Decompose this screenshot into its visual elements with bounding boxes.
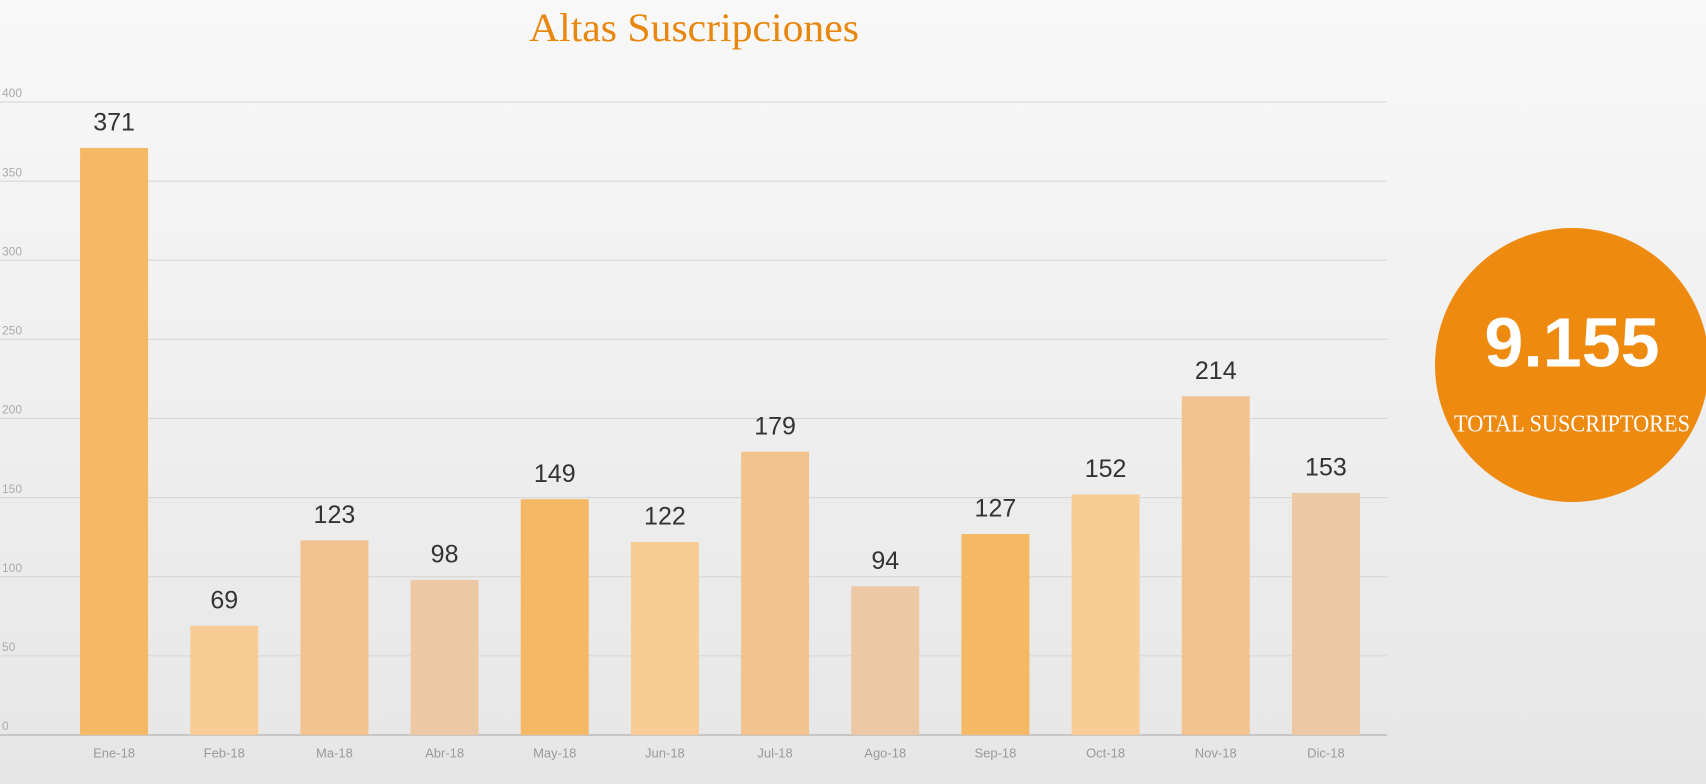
bar [300, 540, 369, 735]
bar [851, 586, 920, 735]
x-tick-label: Nov-18 [1195, 745, 1237, 760]
x-tick-label: Jul-18 [757, 745, 792, 760]
value-label: 69 [210, 586, 238, 614]
x-tick-label: Ene-18 [93, 745, 135, 760]
value-label: 152 [1085, 455, 1127, 483]
bar [410, 579, 479, 735]
value-label: 123 [314, 501, 356, 529]
value-label: 122 [644, 503, 686, 531]
bar [961, 534, 1030, 735]
value-label: 149 [534, 460, 576, 488]
x-tick-label: Ma-18 [316, 745, 353, 760]
total-value: 9.155 [1484, 303, 1659, 381]
y-tick-label: 300 [2, 244, 22, 258]
x-tick-label: Oct-18 [1086, 745, 1125, 760]
x-tick-label: Feb-18 [204, 745, 245, 760]
y-tick-label: 100 [2, 561, 22, 575]
x-tick-label: Abr-18 [425, 745, 464, 760]
x-tick-label: Dic-18 [1307, 745, 1345, 760]
bar [190, 625, 259, 735]
value-label: 94 [871, 547, 899, 575]
y-tick-label: 350 [2, 165, 22, 179]
x-tick-label: Ago-18 [864, 745, 906, 760]
y-tick-label: 50 [2, 640, 16, 654]
bar [1291, 492, 1360, 735]
value-label: 98 [431, 541, 459, 569]
bar [1071, 494, 1140, 735]
bar [80, 147, 149, 735]
value-label: 371 [93, 109, 135, 137]
x-tick-label: Sep-18 [974, 745, 1016, 760]
y-tick-label: 250 [2, 324, 22, 338]
bar [1181, 396, 1250, 735]
value-label: 153 [1305, 453, 1347, 481]
chart-title: Altas Suscripciones [529, 5, 859, 50]
total-badge [1435, 228, 1706, 502]
plot-area: 0 50 100 150 200 250 300 350 400 Ene-18 371 Feb-18 6… [0, 86, 1387, 760]
bar [630, 541, 699, 735]
bar [520, 499, 589, 735]
y-tick-label: 200 [2, 403, 22, 417]
value-label: 214 [1195, 357, 1237, 385]
x-tick-label: May-18 [533, 745, 576, 760]
bar [741, 451, 810, 735]
y-tick-label: 400 [2, 86, 22, 100]
y-tick-label: 150 [2, 482, 22, 496]
total-label: TOTAL SUSCRIPTORES [1454, 412, 1690, 438]
y-tick-label: 0 [2, 719, 9, 733]
x-tick-label: Jun-18 [645, 745, 685, 760]
value-label: 127 [975, 495, 1017, 523]
value-label: 179 [754, 412, 796, 440]
